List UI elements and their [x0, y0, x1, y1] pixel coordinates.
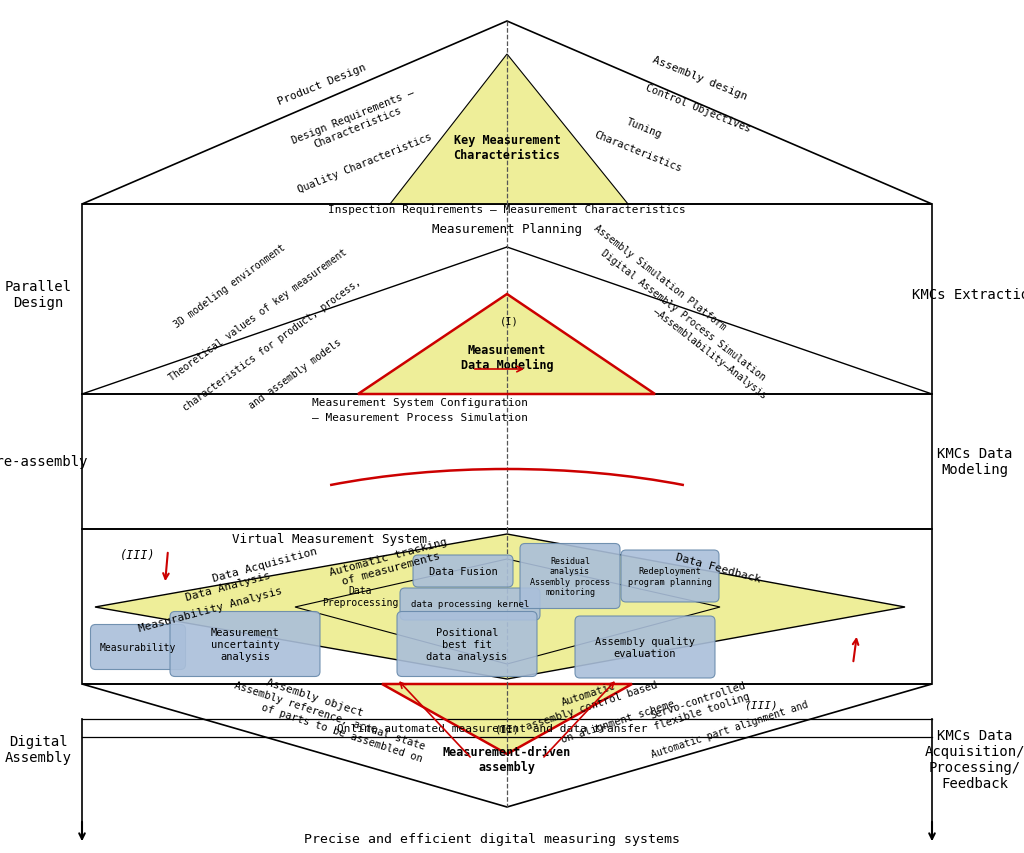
- Text: Inspection Requirements – Measurement Characteristics: Inspection Requirements – Measurement Ch…: [328, 205, 686, 215]
- Text: Tuning: Tuning: [625, 116, 664, 140]
- Text: Digital Assembly Process Simulation: Digital Assembly Process Simulation: [599, 247, 767, 382]
- Text: Assembly reference, actual state: Assembly reference, actual state: [233, 680, 427, 751]
- Polygon shape: [295, 560, 720, 664]
- Text: Data Feedback: Data Feedback: [675, 551, 762, 583]
- Text: (III): (III): [120, 548, 156, 562]
- FancyBboxPatch shape: [170, 612, 319, 676]
- Text: Assembly Simulation Platform: Assembly Simulation Platform: [592, 223, 728, 332]
- Text: Servo-controlled
flexible tooling: Servo-controlled flexible tooling: [649, 680, 751, 731]
- FancyBboxPatch shape: [575, 616, 715, 678]
- Text: Measurability: Measurability: [99, 642, 176, 653]
- Text: Digital
Assembly: Digital Assembly: [4, 734, 72, 764]
- Polygon shape: [382, 684, 632, 754]
- Text: (III): (III): [745, 700, 779, 711]
- Text: Residual
analysis
Assembly process
monitoring: Residual analysis Assembly process monit…: [530, 556, 610, 596]
- Polygon shape: [358, 294, 655, 395]
- FancyBboxPatch shape: [413, 555, 513, 588]
- Text: Data
Preprocessing: Data Preprocessing: [322, 585, 398, 607]
- FancyBboxPatch shape: [621, 550, 719, 602]
- FancyBboxPatch shape: [397, 612, 537, 676]
- Text: Assembly object: Assembly object: [265, 676, 365, 717]
- Text: Measurement
uncertainty
analysis: Measurement uncertainty analysis: [211, 628, 280, 661]
- FancyBboxPatch shape: [520, 544, 620, 609]
- Text: Measurement
Data Modeling: Measurement Data Modeling: [461, 344, 553, 372]
- Text: Quality Characteristics: Quality Characteristics: [297, 131, 433, 194]
- FancyBboxPatch shape: [90, 624, 185, 670]
- Text: – Measurement Process Simulation: – Measurement Process Simulation: [312, 413, 528, 422]
- Text: Pre-assembly: Pre-assembly: [0, 455, 88, 468]
- Text: Automatic tracking
of measurements: Automatic tracking of measurements: [329, 537, 452, 589]
- Text: and assembly models: and assembly models: [247, 337, 343, 410]
- Text: characteristics for product, process,: characteristics for product, process,: [181, 276, 362, 413]
- Polygon shape: [95, 534, 905, 679]
- Text: Online automated measurement and data transfer: Online automated measurement and data tr…: [337, 723, 647, 733]
- Text: Automatic part alignment and: Automatic part alignment and: [650, 699, 810, 759]
- Text: –Assemblability–Analysis: –Assemblability–Analysis: [651, 305, 769, 400]
- Polygon shape: [390, 55, 628, 205]
- Text: of parts to be assembled on: of parts to be assembled on: [260, 701, 424, 763]
- Text: Automatic
assembly control based: Automatic assembly control based: [521, 668, 658, 731]
- Text: Measurement-driven
assembly: Measurement-driven assembly: [442, 746, 571, 773]
- Text: KMCs Data
Acquisition/
Processing/
Feedback: KMCs Data Acquisition/ Processing/ Feedb…: [925, 728, 1024, 791]
- Text: Data Analysis: Data Analysis: [184, 570, 271, 602]
- Text: Measurement Planning: Measurement Planning: [432, 223, 582, 236]
- Text: Theoretical values of key measurement: Theoretical values of key measurement: [167, 247, 349, 382]
- Text: Redeployment
program planning: Redeployment program planning: [628, 566, 712, 586]
- Text: Assembly design: Assembly design: [651, 55, 749, 102]
- Text: Product Design: Product Design: [276, 62, 368, 107]
- Text: data processing kernel: data processing kernel: [411, 600, 529, 609]
- Text: Measurability Analysis: Measurability Analysis: [137, 585, 283, 633]
- Text: Characteristics: Characteristics: [593, 130, 683, 174]
- Text: Data Fusion: Data Fusion: [429, 566, 498, 577]
- Text: Data Acquisition: Data Acquisition: [212, 546, 318, 583]
- Text: KMCs Data
Modeling: KMCs Data Modeling: [937, 446, 1013, 477]
- Text: KMCs Extraction: KMCs Extraction: [912, 287, 1024, 302]
- Text: (I): (I): [500, 316, 518, 327]
- Text: Virtual Measurement System: Virtual Measurement System: [232, 533, 427, 546]
- Text: Measurement System Configuration: Measurement System Configuration: [312, 397, 528, 408]
- Text: on alignment scheme: on alignment scheme: [560, 698, 676, 744]
- Text: Design Requirements –
Characteristics: Design Requirements – Characteristics: [290, 87, 420, 156]
- Text: Control Objectives: Control Objectives: [644, 82, 752, 134]
- Text: Precise and efficient digital measuring systems: Precise and efficient digital measuring …: [304, 833, 680, 845]
- Text: (II): (II): [495, 724, 519, 734]
- Text: 3D modeling environment: 3D modeling environment: [172, 242, 288, 329]
- Text: Assembly quality
evaluation: Assembly quality evaluation: [595, 636, 695, 658]
- Text: Positional
best fit
data analysis: Positional best fit data analysis: [426, 628, 508, 661]
- Text: Parallel
Design: Parallel Design: [4, 280, 72, 310]
- Text: Key Measurement
Characteristics: Key Measurement Characteristics: [454, 134, 560, 162]
- FancyBboxPatch shape: [400, 589, 540, 620]
